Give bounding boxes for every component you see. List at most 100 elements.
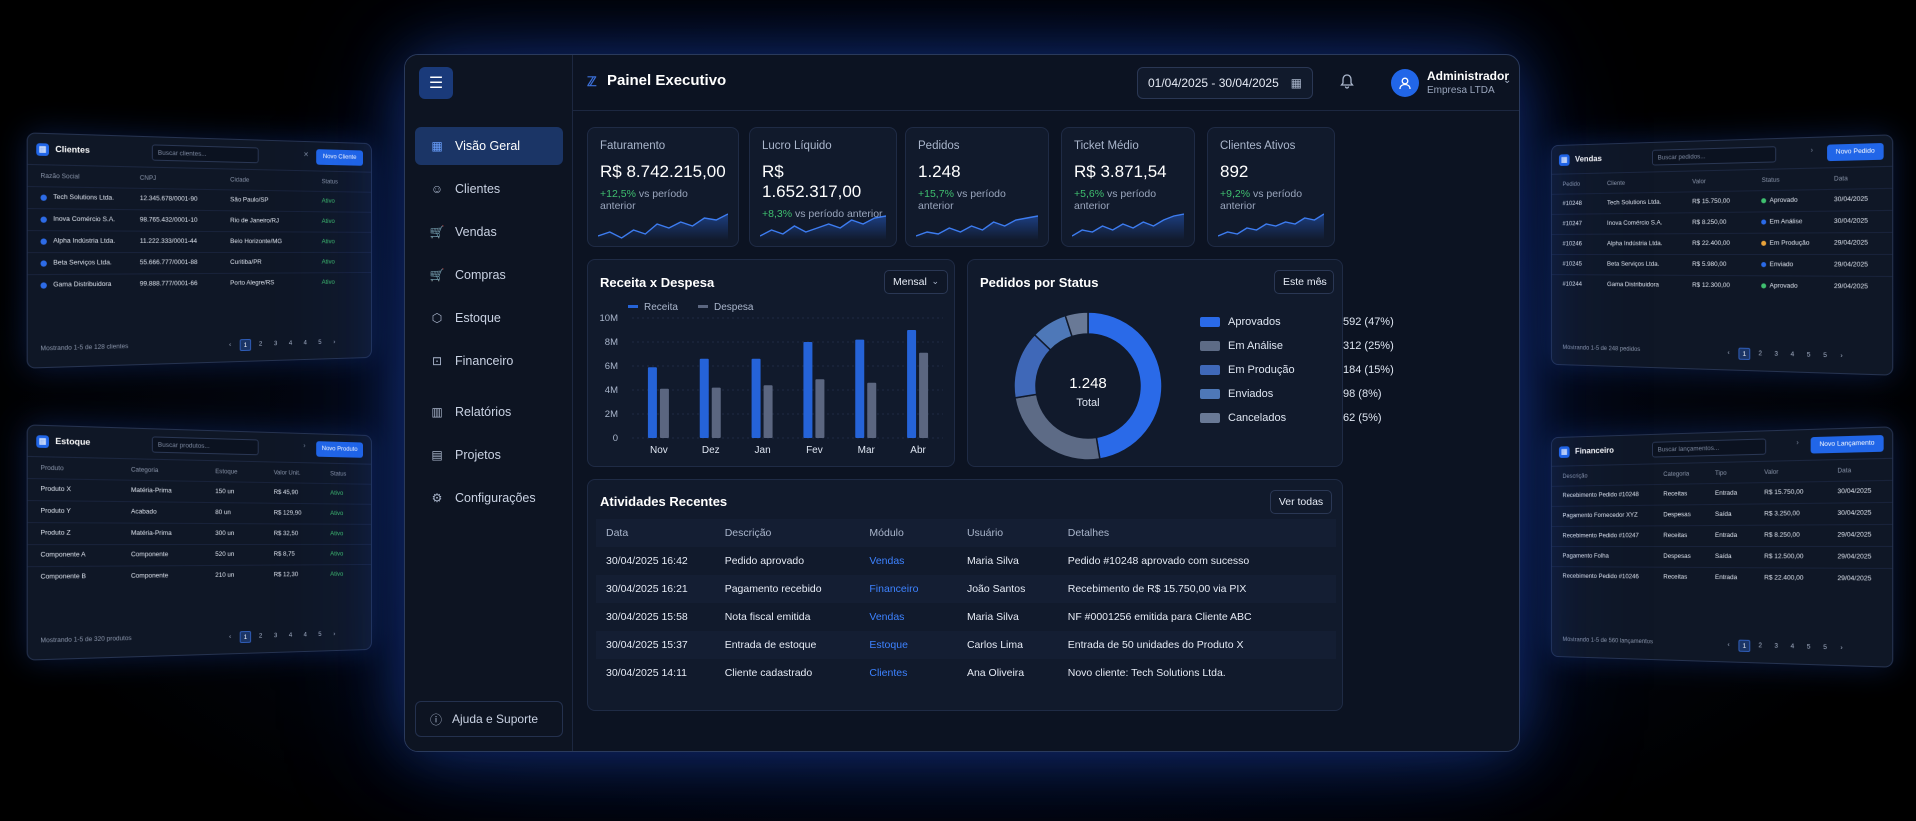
new-entry-button[interactable]: Novo Lançamento	[1811, 435, 1884, 454]
page-button[interactable]: 3	[1770, 348, 1782, 361]
sidebar-item-relatorios[interactable]: ▥ Relatórios	[415, 393, 563, 431]
table-row[interactable]: Componente B Componente 210 un R$ 12,30 Ativ…	[28, 564, 371, 587]
page-button[interactable]: 1	[1738, 348, 1750, 360]
page-button[interactable]: 5	[1802, 349, 1814, 362]
table-row[interactable]: #10248 Tech Solutions Ltda. R$ 15.750,00 Ap…	[1552, 188, 1892, 213]
page-button[interactable]: 1	[1738, 640, 1750, 652]
user-icon	[41, 260, 47, 266]
cell-text: 29/04/2025	[1837, 531, 1871, 538]
sidebar-item-projetos[interactable]: ▤ Projetos	[415, 436, 563, 474]
page-button[interactable]: 1	[240, 339, 251, 351]
search-input[interactable]: Buscar pedidos...	[1652, 146, 1776, 165]
table-cell[interactable]: Vendas	[869, 611, 967, 623]
user-icon	[41, 238, 47, 244]
close-icon[interactable]: ✕	[303, 151, 308, 159]
page-button[interactable]: 3	[270, 338, 281, 350]
page-button[interactable]: 2	[1754, 640, 1766, 652]
table-row[interactable]: Recebimento Pedido #10246 Receitas Entrada…	[1552, 566, 1892, 589]
new-order-button[interactable]: Novo Pedido	[1827, 143, 1884, 161]
table-row[interactable]: Gama Distribuidora 99.888.777/0001-66 Port…	[28, 272, 371, 295]
sidebar-item-compras[interactable]: 🛒 Compras	[415, 256, 563, 294]
sidebar-item-clientes[interactable]: ☺ Clientes	[415, 170, 563, 208]
page-button[interactable]: 4	[285, 338, 296, 350]
table-cell[interactable]: Vendas	[869, 555, 967, 567]
next-page-button[interactable]: ›	[1835, 642, 1847, 655]
page-button[interactable]: 2	[1754, 348, 1766, 360]
menu-toggle-button[interactable]: ☰	[419, 67, 453, 99]
table-cell[interactable]: Estoque	[869, 639, 967, 651]
chevron-right-icon[interactable]: ›	[303, 443, 305, 450]
cell-text: 29/04/2025	[1837, 575, 1871, 583]
table-row[interactable]: Recebimento Pedido #10247 Receitas Entrada…	[1552, 524, 1892, 545]
table-row[interactable]: Produto Z Matéria-Prima 300 un R$ 32,50 Ativ…	[28, 522, 371, 543]
page-button[interactable]: 5	[1819, 350, 1831, 363]
page-button[interactable]: 2	[255, 339, 266, 351]
sidebar-item-estoque[interactable]: ⬡ Estoque	[415, 299, 563, 337]
table-cell[interactable]: Financeiro	[869, 583, 967, 595]
pagination[interactable]: ‹ 1 2 3 4 4 5 ›	[221, 337, 340, 352]
search-input[interactable]: Buscar produtos...	[152, 436, 259, 455]
page-button[interactable]: 5	[1819, 642, 1831, 655]
page-button[interactable]: 4	[1786, 641, 1798, 654]
avatar[interactable]	[1391, 69, 1419, 97]
next-page-button[interactable]: ›	[1835, 350, 1847, 363]
sidebar-item-vendas[interactable]: 🛒 Vendas	[415, 213, 563, 251]
table-row[interactable]: Tech Solutions Ltda. 12.345.678/0001-90 Sã…	[28, 186, 371, 211]
page-button[interactable]: 3	[1770, 640, 1782, 653]
table-row[interactable]: #10247 Inova Comércio S.A. R$ 8.250,00 Em A…	[1552, 210, 1892, 233]
prev-page-button[interactable]: ‹	[224, 339, 235, 351]
prev-page-button[interactable]: ‹	[1723, 639, 1735, 651]
table-row[interactable]: #10244 Gama Distribuidora R$ 12.300,00 Apro…	[1552, 274, 1892, 297]
table-row[interactable]: Componente A Componente 520 un R$ 8,75 Ativo	[28, 544, 371, 565]
help-button[interactable]: ⓘ Ajuda e Suporte	[415, 701, 563, 737]
new-product-button[interactable]: Novo Produto	[316, 441, 363, 458]
page-button[interactable]: 4	[300, 629, 311, 641]
page-button[interactable]: 5	[314, 337, 325, 349]
page-button[interactable]: 4	[285, 630, 296, 642]
table-row[interactable]: Produto Y Acabado 80 un R$ 129,90 Ativo	[28, 500, 371, 523]
cell-text: R$ 129,90	[274, 510, 302, 517]
page-button[interactable]: 2	[255, 631, 266, 643]
pagination[interactable]: ‹ 1 2 3 4 5 5 ›	[1719, 347, 1848, 363]
table-row[interactable]: Inova Comércio S.A. 98.765.432/0001-10 Rio…	[28, 208, 371, 231]
chevron-down-icon[interactable]: ⌄	[1503, 75, 1511, 86]
table-row[interactable]: 30/04/2025 16:21 Pagamento recebido Financ…	[596, 575, 1336, 603]
table-row[interactable]: #10245 Beta Serviços Ltda. R$ 5.980,00 Envi…	[1552, 254, 1892, 275]
table-row[interactable]: 30/04/2025 15:37 Entrada de estoque Estoqu…	[596, 631, 1336, 659]
sidebar-item-visao-geral[interactable]: ▦ Visão Geral	[415, 127, 563, 165]
chevron-right-icon[interactable]: ›	[1796, 440, 1798, 447]
kpi-label: Faturamento	[600, 140, 726, 152]
table-cell[interactable]: Clientes	[869, 667, 967, 679]
sidebar-item-financeiro[interactable]: ⊡ Financeiro	[415, 342, 563, 380]
page-button[interactable]: 4	[1786, 349, 1798, 362]
pagination[interactable]: ‹ 1 2 3 4 4 5 ›	[221, 629, 340, 644]
table-row[interactable]: #10246 Alpha Indústria Ltda. R$ 22.400,00 E…	[1552, 232, 1892, 253]
page-button[interactable]: 3	[270, 630, 281, 642]
table-row[interactable]: Recebimento Pedido #10248 Receitas Entrada…	[1552, 480, 1892, 505]
table-row[interactable]: 30/04/2025 16:42 Pedido aprovado Vendas Mar…	[596, 547, 1336, 575]
table-row[interactable]: Pagamento Fornecedor XYZ Despesas Saída R$ …	[1552, 502, 1892, 525]
next-page-button[interactable]: ›	[329, 337, 340, 349]
table-row[interactable]: Pagamento Folha Despesas Saída R$ 12.500,00…	[1552, 546, 1892, 567]
page-button[interactable]: 4	[300, 337, 311, 349]
date-range-picker[interactable]: 01/04/2025 - 30/04/2025 ▦	[1137, 67, 1313, 99]
page-button[interactable]: 1	[240, 631, 251, 643]
bell-icon[interactable]	[1339, 73, 1355, 94]
table-row[interactable]: 30/04/2025 15:58 Nota fiscal emitida Venda…	[596, 603, 1336, 631]
next-page-button[interactable]: ›	[329, 629, 340, 641]
table-row[interactable]: 30/04/2025 14:11 Cliente cadastrado Client…	[596, 659, 1336, 687]
table-row[interactable]: Produto X Matéria-Prima 150 un R$ 45,90 Ativ…	[28, 478, 371, 503]
search-input[interactable]: Buscar clientes...	[152, 144, 259, 163]
pagination[interactable]: ‹ 1 2 3 4 5 5 ›	[1719, 639, 1848, 655]
search-input[interactable]: Buscar lançamentos...	[1652, 438, 1766, 457]
prev-page-button[interactable]: ‹	[1723, 347, 1735, 359]
table-row[interactable]: Beta Serviços Ltda. 55.666.777/0001-88 Cur…	[28, 252, 371, 273]
page-button[interactable]: 5	[1802, 641, 1814, 654]
table-row[interactable]: Alpha Indústria Ltda. 11.222.333/0001-44 B…	[28, 230, 371, 251]
chevron-right-icon[interactable]: ›	[1811, 147, 1813, 154]
page-button[interactable]: 5	[314, 629, 325, 641]
prev-page-button[interactable]: ‹	[224, 631, 235, 643]
new-client-button[interactable]: Novo Cliente	[316, 149, 363, 166]
sidebar-item-configuracoes[interactable]: ⚙ Configurações	[415, 479, 563, 517]
view-all-button[interactable]: Ver todas	[1270, 490, 1332, 514]
